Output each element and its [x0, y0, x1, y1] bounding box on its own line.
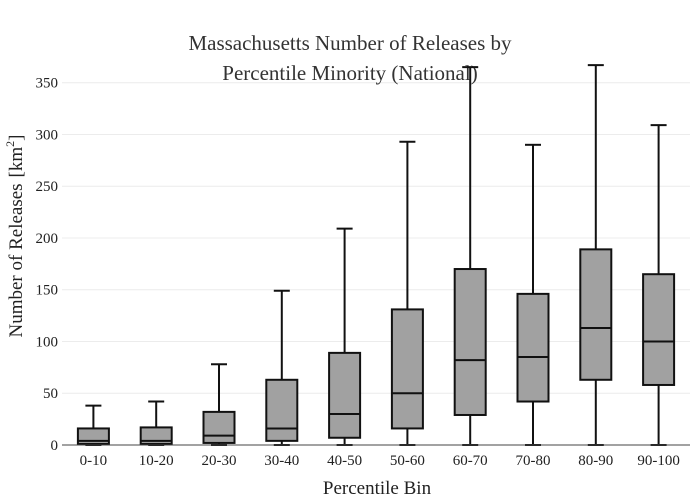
y-tick-label: 350: [36, 76, 59, 92]
y-tick-label: 150: [36, 283, 59, 299]
y-tick-label: 250: [36, 179, 59, 195]
iqr-box: [579, 248, 613, 381]
box-50-60: [390, 140, 424, 446]
x-tick-label: 80-90: [578, 453, 613, 469]
box-80-90: [579, 64, 613, 446]
box-10-20: [139, 400, 173, 446]
x-tick-label: 90-100: [637, 453, 680, 469]
y-tick-label: 0: [51, 438, 59, 454]
x-tick-label: 70-80: [516, 453, 551, 469]
y-axis-title: Number of Releases [km2]: [3, 135, 27, 338]
x-axis-title: Percentile Bin: [323, 478, 432, 499]
box-90-100: [642, 124, 676, 446]
y-tick-label: 300: [36, 127, 59, 143]
y-axis-title-unit: [km: [6, 147, 27, 178]
box-0-10: [76, 404, 110, 446]
iqr-box: [265, 378, 299, 442]
x-tick-label: 20-30: [202, 453, 237, 469]
box-40-50: [328, 227, 362, 446]
y-tick-label: 200: [36, 231, 59, 247]
chart-title-line-1: Massachusetts Number of Releases by: [188, 31, 512, 55]
x-tick-label: 0-10: [80, 453, 108, 469]
iqr-box: [642, 273, 676, 386]
chart-title: Massachusetts Number of Releases by Perc…: [188, 31, 512, 85]
y-axis-title-unit-close: ]: [6, 135, 27, 141]
box-30-40: [265, 289, 299, 446]
x-tick-label: 10-20: [139, 453, 174, 469]
y-axis-title-main: Number of Releases: [6, 183, 27, 337]
box-20-30: [202, 363, 236, 446]
y-tick-label: 100: [36, 334, 59, 350]
y-axis-title-unit-superscript: 2: [3, 141, 17, 147]
box-70-80: [516, 143, 550, 446]
iqr-box: [139, 426, 173, 445]
x-tick-label: 40-50: [327, 453, 362, 469]
y-tick-label: 50: [43, 386, 58, 402]
box-60-70: [453, 66, 487, 446]
gridlines: [62, 82, 690, 394]
box-series: [76, 64, 676, 446]
iqr-box: [516, 292, 550, 403]
x-tick-label: 30-40: [264, 453, 299, 469]
x-tick-label: 50-60: [390, 453, 425, 469]
axes: 0 50 100 150 200 250 300 350 0-10 10-20 20-30 30-40…: [36, 76, 690, 469]
iqr-box: [390, 308, 424, 430]
x-tick-label: 60-70: [453, 453, 488, 469]
iqr-box: [202, 410, 236, 444]
iqr-box: [328, 351, 362, 439]
iqr-box: [453, 268, 487, 416]
chart-title-line-2: Percentile Minority (National): [222, 61, 477, 85]
